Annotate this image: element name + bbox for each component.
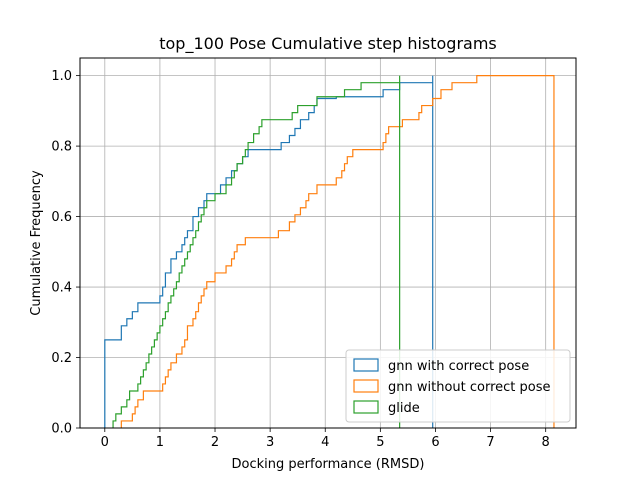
x-tick-label: 4: [321, 435, 329, 450]
y-tick-label: 1.0: [51, 69, 72, 84]
legend-label-2: gnn without correct pose: [388, 380, 551, 395]
x-tick-label: 3: [266, 435, 274, 450]
y-tick-label: 0.4: [51, 281, 72, 296]
x-tick-label: 2: [211, 435, 219, 450]
y-tick-label: 0.8: [51, 140, 72, 155]
y-tick-label: 0.2: [51, 351, 72, 366]
y-axis-label: Cumulative Frequency: [29, 170, 44, 316]
axes-frame: [79, 57, 577, 429]
legend-swatch-3: [353, 400, 379, 414]
x-tick-label: 1: [156, 435, 164, 450]
legend-swatch-2: [353, 379, 379, 393]
x-tick-label: 8: [542, 435, 550, 450]
x-axis-label: Docking performance (RMSD): [232, 457, 425, 472]
x-tick-label: 0: [101, 435, 109, 450]
x-tick-label: 5: [376, 435, 384, 450]
legend-swatch-1: [353, 358, 379, 372]
series-group: [104, 75, 555, 428]
legend: gnn with correct pose gnn without correct…: [345, 349, 571, 423]
x-tick-label: 7: [486, 435, 494, 450]
legend-label-3: glide: [388, 401, 420, 416]
y-tick-label: 0.0: [51, 422, 72, 437]
legend-box: [345, 349, 571, 423]
ticks: 0 1 2 3 4 5 6 7 8 0.0 0.2 0.4 0.6 0.8 1.0: [51, 69, 550, 450]
x-tick-label: 6: [431, 435, 439, 450]
legend-label-1: gnn with correct pose: [388, 359, 529, 374]
series-line-2: [120, 75, 555, 428]
y-tick-label: 0.6: [51, 210, 72, 225]
series-line-3: [112, 75, 401, 428]
chart-title: top_100 Pose Cumulative step histograms: [159, 34, 497, 54]
